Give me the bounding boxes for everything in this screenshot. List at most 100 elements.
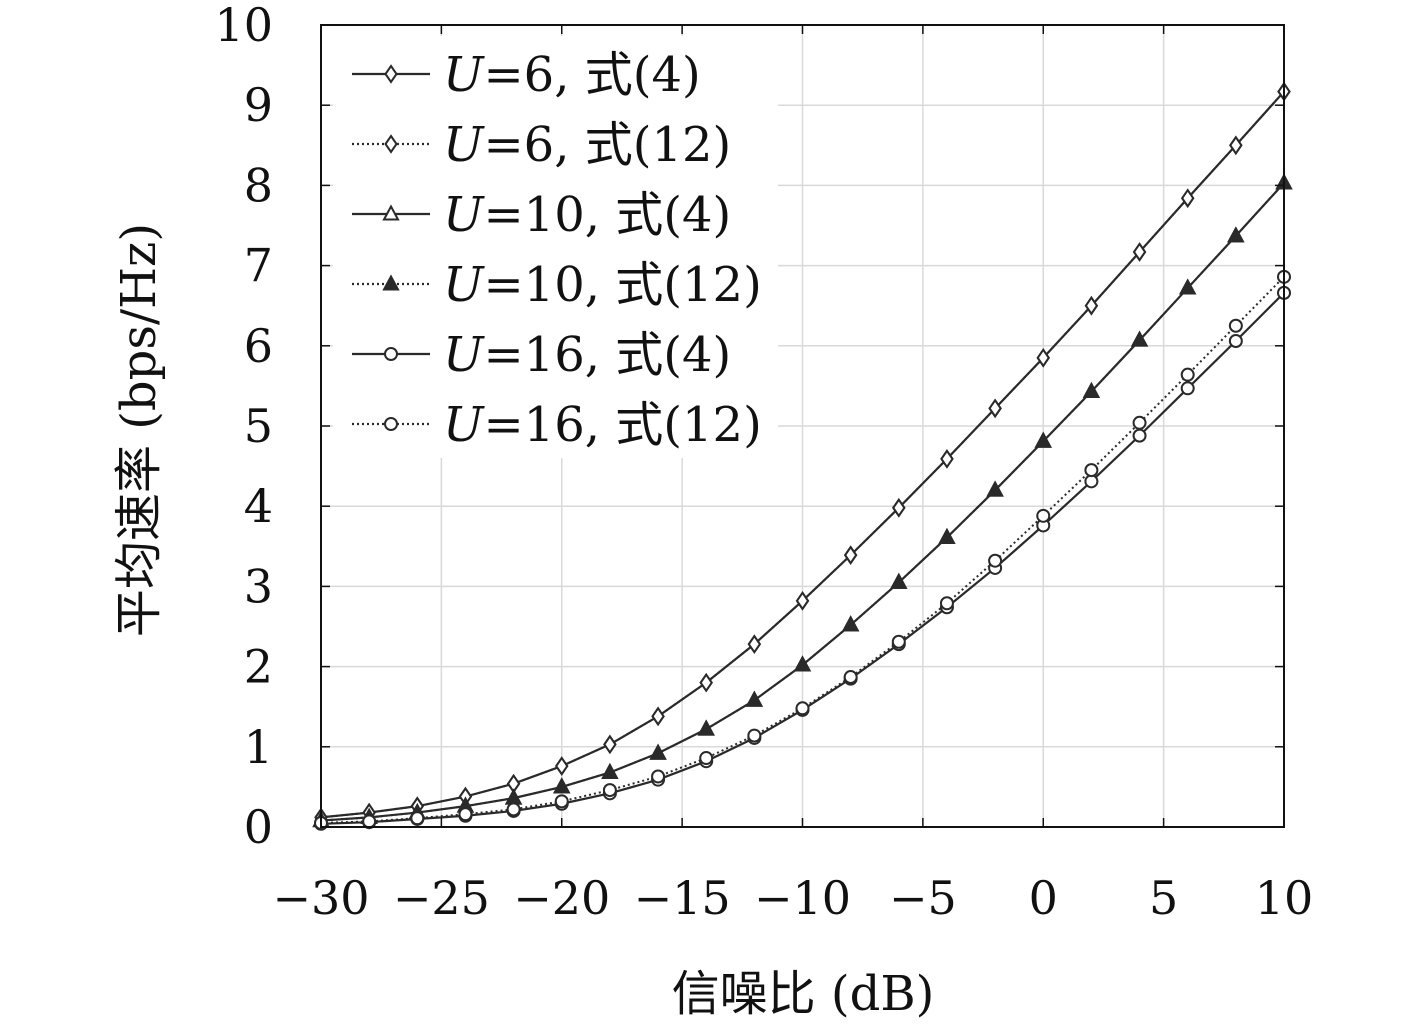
data-series <box>312 81 1293 831</box>
x-tick-label: −20 <box>513 871 610 925</box>
data-point-marker <box>1084 295 1099 316</box>
legend-text: =6, 式(4) <box>483 47 700 103</box>
data-point-marker <box>940 449 954 469</box>
data-point-marker <box>1180 367 1195 382</box>
data-point-marker <box>843 545 858 565</box>
legend-entry-label: U=10, 式(12) <box>443 257 762 313</box>
data-point-marker <box>1132 415 1147 430</box>
data-point-marker <box>601 762 619 779</box>
data-point-marker <box>892 498 906 518</box>
legend-marker <box>384 347 398 361</box>
data-point-marker <box>939 596 954 611</box>
legend-marker <box>382 204 400 221</box>
legend: U=6, 式(4)U=6, 式(12)U=10, 式(4)U=10, 式(12)… <box>333 36 778 458</box>
y-tick-label: 0 <box>244 800 273 854</box>
data-point-marker <box>795 701 810 716</box>
y-tick-label: 9 <box>244 78 273 132</box>
data-point-marker <box>1034 431 1052 448</box>
data-point-marker <box>938 527 956 544</box>
data-point-marker <box>602 783 617 798</box>
data-point-marker <box>1227 226 1245 243</box>
data-point-marker <box>1228 318 1243 333</box>
data-point-marker <box>1082 381 1101 399</box>
x-axis-title: 信噪比 (dB) <box>672 966 935 1022</box>
data-point-marker <box>553 777 571 794</box>
data-point-marker <box>651 769 666 784</box>
legend-box: U=6, 式(4)U=6, 式(12)U=10, 式(4)U=10, 式(12)… <box>333 36 778 458</box>
data-point-marker <box>458 807 473 822</box>
legend-text: =10, 式(12) <box>483 257 761 313</box>
data-point-marker <box>986 480 1004 497</box>
y-tick-label: 2 <box>244 640 273 694</box>
data-point-marker <box>1229 135 1243 156</box>
legend-entry-label: U=10, 式(4) <box>443 187 731 243</box>
series-group <box>314 269 1291 830</box>
x-tick-label: −10 <box>754 871 851 925</box>
data-point-marker <box>841 615 860 632</box>
data-point-marker <box>554 794 569 809</box>
data-point-marker <box>1180 381 1195 396</box>
data-point-marker <box>1132 428 1147 443</box>
x-tick-label: −25 <box>393 871 490 925</box>
legend-text: =16, 式(4) <box>483 327 731 383</box>
data-point-marker <box>988 398 1002 419</box>
data-point-marker <box>603 734 617 755</box>
data-point-marker <box>699 751 714 766</box>
y-tick-label: 7 <box>244 239 273 293</box>
data-point-marker <box>699 672 713 693</box>
data-point-marker <box>1084 474 1099 489</box>
legend-variable: U <box>443 397 485 453</box>
x-tick-label: 10 <box>1255 871 1314 925</box>
y-tick-label: 8 <box>244 158 273 212</box>
legend-text: =6, 式(12) <box>483 117 731 173</box>
legend-entry-label: U=16, 式(4) <box>443 327 731 383</box>
data-point-marker <box>747 634 762 654</box>
legend-variable: U <box>443 257 485 313</box>
legend-variable: U <box>443 327 485 383</box>
legend-variable: U <box>443 47 485 103</box>
data-point-marker <box>891 634 906 649</box>
legend-background <box>333 36 778 458</box>
data-point-marker <box>506 802 521 817</box>
legend-marker <box>382 274 400 291</box>
axis-ticks: −30 −25 −20 −15 −10 −5 0 5 10 0 1 2 3 4 5 6 7 8 9 10 <box>214 0 1313 925</box>
data-point-marker <box>988 553 1003 568</box>
y-tick-label: 10 <box>214 0 273 52</box>
data-point-marker <box>1179 278 1197 295</box>
data-point-marker <box>745 690 764 707</box>
legend-text: =10, 式(4) <box>483 187 731 243</box>
y-axis-title: 平均速率 (bps/Hz) <box>111 223 167 637</box>
data-point-marker <box>362 814 377 829</box>
legend-entry-label: U=16, 式(12) <box>443 397 762 453</box>
legend-variable: U <box>443 117 485 173</box>
data-point-marker <box>1084 463 1099 478</box>
x-tick-label: −5 <box>889 871 957 925</box>
data-point-marker <box>1036 348 1050 368</box>
y-tick-label: 5 <box>244 399 273 453</box>
data-point-marker <box>793 655 812 672</box>
data-point-marker <box>1180 188 1195 208</box>
legend-marker <box>384 134 398 154</box>
data-point-marker <box>1132 242 1147 262</box>
data-point-marker <box>1130 330 1149 347</box>
data-point-marker <box>1036 508 1051 523</box>
data-point-marker <box>890 572 908 589</box>
data-point-marker <box>649 743 667 760</box>
x-tick-label: 0 <box>1029 871 1058 925</box>
legend-entry-label: U=6, 式(4) <box>443 47 701 103</box>
data-point-marker <box>410 811 425 826</box>
data-point-marker <box>843 670 858 685</box>
legend-entry-label: U=6, 式(12) <box>443 117 731 173</box>
data-point-marker <box>1228 333 1243 348</box>
data-point-marker <box>651 706 665 727</box>
data-point-marker <box>697 719 715 736</box>
y-tick-label: 6 <box>244 319 273 373</box>
data-point-marker <box>795 591 810 611</box>
x-tick-label: −30 <box>272 871 369 925</box>
legend-variable: U <box>443 187 485 243</box>
legend-text: =16, 式(12) <box>483 397 761 453</box>
y-tick-label: 4 <box>244 479 273 533</box>
y-tick-label: 1 <box>244 720 273 774</box>
